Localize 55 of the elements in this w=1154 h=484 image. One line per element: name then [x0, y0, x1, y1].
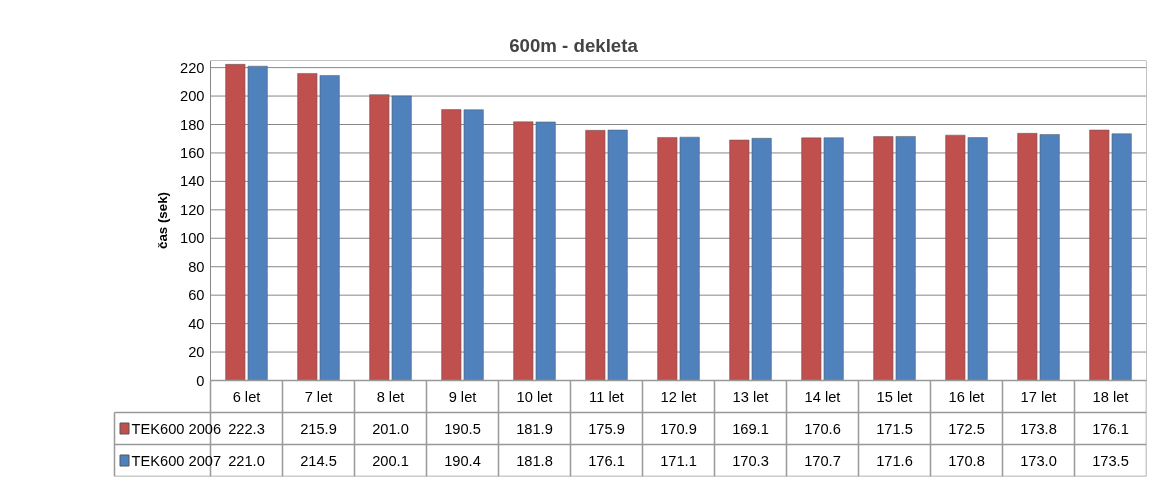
x-tick-label: 8 let [376, 388, 405, 405]
chart-title: 600m - dekleta [509, 34, 639, 56]
x-tick-label: 7 let [304, 388, 333, 405]
data-label: 181.9 [516, 420, 553, 437]
y-tick-label: 220 [180, 59, 205, 76]
data-label: 190.5 [444, 420, 481, 437]
y-tick-label: 140 [180, 173, 205, 190]
data-label: 172.5 [948, 420, 985, 437]
x-tick-label: 17 let [1020, 388, 1057, 405]
x-tick-label: 16 let [948, 388, 985, 405]
data-label: 215.9 [300, 420, 337, 437]
y-tick-label: 160 [180, 144, 205, 161]
data-label: 173.0 [1020, 452, 1057, 469]
data-label: 190.4 [444, 452, 481, 469]
data-label: 181.8 [516, 452, 553, 469]
data-label: 169.1 [732, 420, 769, 437]
y-tick-label: 120 [180, 201, 205, 218]
y-tick-label: 40 [188, 315, 205, 332]
data-label: 214.5 [300, 452, 337, 469]
data-label: 175.9 [588, 420, 625, 437]
data-label: 200.1 [372, 452, 409, 469]
y-tick-label: 180 [180, 116, 205, 133]
y-tick-label: 100 [180, 230, 205, 247]
data-label: 173.5 [1092, 452, 1129, 469]
x-tick-label: 14 let [804, 388, 841, 405]
data-label: 221.0 [228, 452, 265, 469]
x-tick-label: 13 let [732, 388, 769, 405]
legend-label: TEK600 2006 [131, 420, 222, 437]
x-tick-label: 9 let [448, 388, 477, 405]
data-label: 170.3 [732, 452, 769, 469]
data-label: 222.3 [228, 420, 265, 437]
y-tick-label: 0 [196, 372, 205, 389]
x-tick-label: 12 let [660, 388, 697, 405]
y-tick-label: 80 [188, 258, 205, 275]
y-tick-label: 200 [180, 88, 205, 105]
data-label: 170.7 [804, 452, 841, 469]
y-axis-title: čas (sek) [155, 191, 170, 250]
data-label: 176.1 [588, 452, 625, 469]
y-tick-label: 60 [188, 287, 205, 304]
x-tick-label: 18 let [1092, 388, 1129, 405]
data-label: 170.6 [804, 420, 841, 437]
data-label: 171.6 [876, 452, 913, 469]
data-label: 170.9 [660, 420, 697, 437]
data-label: 201.0 [372, 420, 409, 437]
data-label: 170.8 [948, 452, 985, 469]
data-label: 171.5 [876, 420, 913, 437]
x-tick-label: 10 let [516, 388, 553, 405]
data-label: 173.8 [1020, 420, 1057, 437]
x-tick-label: 6 let [232, 388, 261, 405]
legend-label: TEK600 2007 [131, 452, 222, 469]
x-tick-label: 15 let [876, 388, 913, 405]
data-label: 171.1 [660, 452, 697, 469]
y-tick-label: 20 [188, 344, 205, 361]
x-tick-label: 11 let [589, 388, 624, 405]
data-label: 176.1 [1092, 420, 1129, 437]
